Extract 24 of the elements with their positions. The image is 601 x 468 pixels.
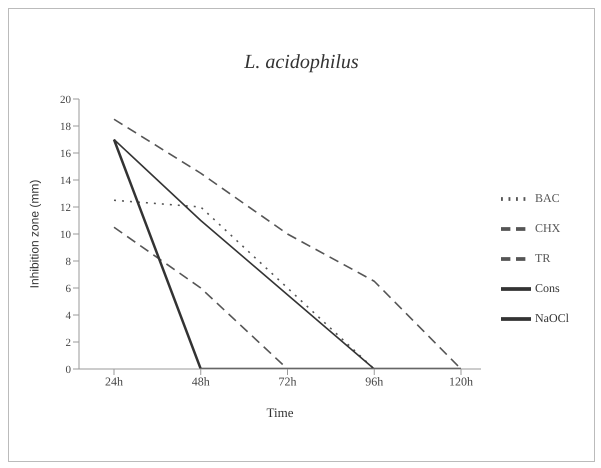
y-axis-title: Inhibition zone (mm) — [27, 180, 42, 288]
x-tick-label: 72h — [278, 374, 296, 389]
y-tick-label: 6 — [66, 282, 72, 295]
y-tick-label: 2 — [66, 336, 71, 349]
x-tick-label: 96h — [365, 374, 384, 389]
legend-label: TR — [535, 250, 550, 265]
y-tick-label: 18 — [60, 120, 72, 133]
y-tick-label: 0 — [66, 364, 72, 376]
y-tick-label: 14 — [60, 174, 72, 187]
legend-label: BAC — [535, 190, 560, 205]
x-tick-label: 48h — [192, 374, 210, 389]
y-tick-label: 12 — [60, 202, 71, 214]
y-tick-label: 20 — [60, 94, 72, 106]
y-tick-label: 8 — [66, 256, 72, 268]
x-tick-label: 24h — [105, 374, 123, 389]
legend-label: Cons — [535, 280, 560, 295]
x-axis-title: Time — [266, 405, 294, 420]
y-tick-label: 16 — [60, 148, 72, 160]
y-tick-label: 10 — [60, 228, 72, 241]
x-tick-label: 120h — [449, 374, 473, 389]
y-tick-label: 4 — [66, 310, 72, 322]
chart-title: L. acidophilus — [243, 51, 360, 74]
legend-label: CHX — [535, 220, 560, 235]
legend-label: NaOCl — [535, 310, 569, 325]
